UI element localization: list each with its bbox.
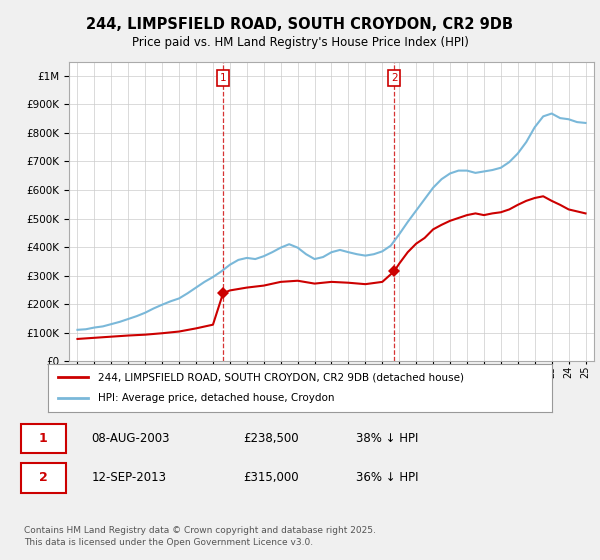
Text: 244, LIMPSFIELD ROAD, SOUTH CROYDON, CR2 9DB: 244, LIMPSFIELD ROAD, SOUTH CROYDON, CR2… [86, 17, 514, 32]
Text: HPI: Average price, detached house, Croydon: HPI: Average price, detached house, Croy… [98, 393, 335, 403]
Text: 2: 2 [391, 73, 397, 83]
FancyBboxPatch shape [21, 463, 66, 493]
Text: 12-SEP-2013: 12-SEP-2013 [91, 471, 166, 484]
Text: 1: 1 [220, 73, 226, 83]
Text: 244, LIMPSFIELD ROAD, SOUTH CROYDON, CR2 9DB (detached house): 244, LIMPSFIELD ROAD, SOUTH CROYDON, CR2… [98, 372, 464, 382]
FancyBboxPatch shape [21, 423, 66, 453]
Text: £315,000: £315,000 [244, 471, 299, 484]
Text: 36% ↓ HPI: 36% ↓ HPI [356, 471, 419, 484]
Text: 38% ↓ HPI: 38% ↓ HPI [356, 432, 419, 445]
Text: 08-AUG-2003: 08-AUG-2003 [91, 432, 170, 445]
Text: 1: 1 [39, 432, 48, 445]
Text: Price paid vs. HM Land Registry's House Price Index (HPI): Price paid vs. HM Land Registry's House … [131, 36, 469, 49]
Text: £238,500: £238,500 [244, 432, 299, 445]
Text: 2: 2 [39, 471, 48, 484]
Text: Contains HM Land Registry data © Crown copyright and database right 2025.
This d: Contains HM Land Registry data © Crown c… [23, 526, 376, 547]
